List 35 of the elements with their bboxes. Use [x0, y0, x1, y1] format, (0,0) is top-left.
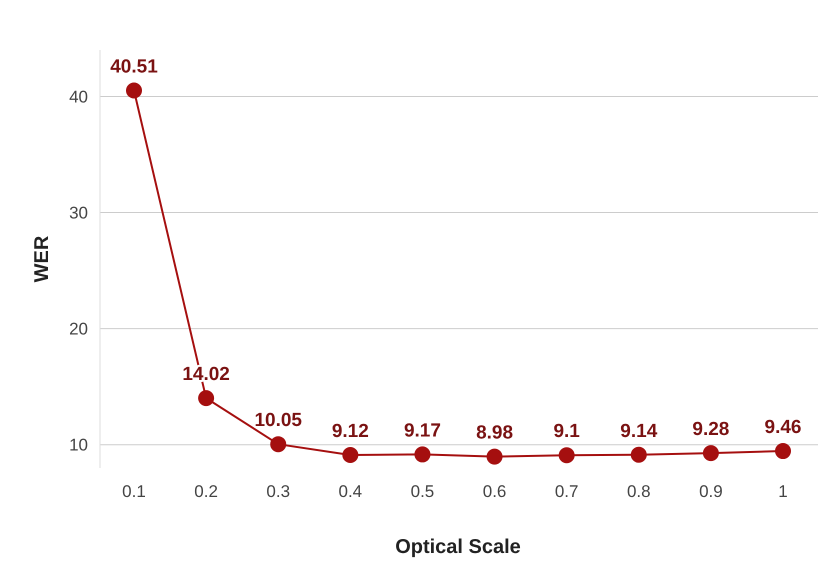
- x-tick-label: 0.1: [122, 482, 146, 501]
- x-axis-title: Optical Scale: [395, 536, 521, 558]
- x-tick-label: 0.2: [194, 482, 218, 501]
- point: [630, 446, 647, 463]
- point: [342, 446, 358, 463]
- y-tick-label: 20: [69, 320, 88, 339]
- data-label: 9.17: [404, 420, 441, 442]
- x-tick-label: 0.3: [266, 482, 290, 501]
- data-label: 9.12: [332, 420, 369, 442]
- x-tick-label: 1: [778, 482, 788, 501]
- point: [270, 436, 286, 452]
- y-axis-title: WER: [31, 235, 53, 282]
- point: [558, 447, 575, 464]
- point: [486, 448, 503, 465]
- data-label: 9.28: [692, 419, 730, 440]
- y-tick-label: 30: [69, 204, 88, 223]
- data-label: 8.98: [476, 422, 514, 444]
- x-tick-label: 0.4: [338, 482, 362, 501]
- point: [126, 82, 142, 99]
- x-tick-label: 0.9: [699, 482, 723, 501]
- point: [775, 443, 791, 460]
- data-label: 9.14: [620, 420, 658, 442]
- data-label: 9.1: [553, 421, 580, 442]
- y-tick-label: 10: [69, 436, 88, 455]
- point: [702, 445, 719, 462]
- x-tick-label: 0.5: [410, 482, 434, 501]
- point: [414, 446, 430, 462]
- data-label: 9.46: [764, 417, 802, 438]
- point: [198, 390, 214, 406]
- x-tick-label: 0.7: [554, 482, 578, 501]
- data-label: 40.51: [110, 56, 158, 78]
- x-tick-label: 0.6: [482, 482, 506, 501]
- x-tick-label: 0.8: [626, 482, 651, 501]
- y-tick-label: 40: [69, 87, 88, 106]
- data-label: 10.05: [254, 410, 302, 432]
